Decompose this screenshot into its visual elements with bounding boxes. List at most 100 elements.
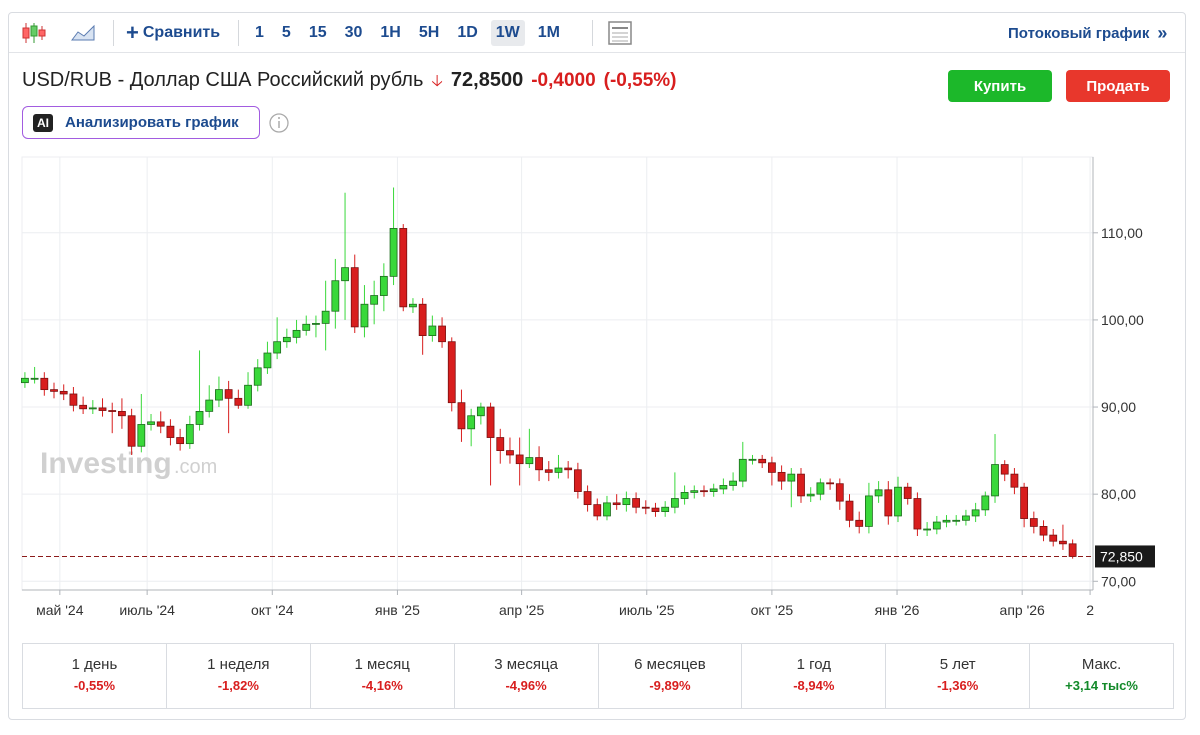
candle-body <box>321 310 330 324</box>
candle-body <box>603 502 611 517</box>
candle-body <box>215 389 223 401</box>
timeframe[interactable]: 5 <box>281 24 291 41</box>
candle-body <box>884 489 893 517</box>
candle-body <box>312 323 320 325</box>
table-icon[interactable] <box>607 20 633 46</box>
x-tick-label: 2 <box>1086 602 1094 618</box>
info-icon[interactable] <box>268 112 290 134</box>
performance-cell: 1 год -8,94% <box>742 644 887 708</box>
timeframe[interactable]: 1 <box>255 24 264 41</box>
period: Макс. <box>1081 656 1122 673</box>
timeframes: 1 5 15 30 1H 5H 1D 1W 1M <box>250 14 573 52</box>
candle-body <box>903 486 912 499</box>
candle-body <box>971 509 980 517</box>
candle-body <box>932 521 941 530</box>
candle-body <box>176 437 185 445</box>
candle-body <box>767 462 776 473</box>
ai-badge: AI <box>33 113 53 132</box>
candle-body <box>1000 464 1009 475</box>
candle-body <box>1029 518 1038 527</box>
toolbar-border <box>9 52 1185 53</box>
candle-body <box>535 457 543 471</box>
period-change: -1,82% <box>217 678 259 693</box>
candle-body <box>729 480 737 486</box>
candle-body <box>389 228 398 277</box>
candle-body <box>564 467 573 471</box>
candles-icon[interactable] <box>20 20 46 46</box>
x-tick-label: апр '25 <box>499 602 545 618</box>
candle-body <box>777 471 786 482</box>
period: 6 месяцев <box>634 656 706 673</box>
period-change: -9,89% <box>649 678 691 693</box>
candle-body <box>156 421 165 427</box>
timeframe[interactable]: 5H <box>418 24 440 41</box>
candle-body <box>195 410 204 425</box>
timeframe[interactable]: 30 <box>344 24 363 41</box>
compare-button[interactable]: + Сравнить <box>126 14 220 52</box>
candle-body <box>331 280 340 312</box>
candle-body <box>874 489 883 497</box>
candle-body <box>962 515 970 521</box>
candle-body <box>515 454 524 465</box>
period: 1 день <box>71 656 118 673</box>
plus-icon: + <box>126 20 139 45</box>
timeframe[interactable]: 1W <box>490 20 525 46</box>
candle-body <box>438 325 446 343</box>
candle-body <box>622 498 631 506</box>
candle-body <box>370 295 379 305</box>
performance-cell: Макс. +3,14 тыс% <box>1030 644 1173 708</box>
timeframe[interactable]: 1D <box>457 24 478 41</box>
candle-body <box>690 490 699 493</box>
ai-label: Анализировать график <box>65 114 239 131</box>
candle-body <box>719 485 728 490</box>
candle-body <box>748 458 757 461</box>
stream-arrow: » <box>1157 22 1168 43</box>
y-tick-label: 90,00 <box>1101 399 1136 415</box>
candle-body <box>418 303 427 337</box>
period: 1 неделя <box>207 656 270 673</box>
candle-body <box>1049 534 1058 542</box>
candle-body <box>670 498 679 508</box>
candle-body <box>234 397 243 406</box>
candle-body <box>1059 540 1067 545</box>
area-icon[interactable] <box>70 22 96 44</box>
candle-body <box>273 341 282 354</box>
candle-body <box>816 482 825 495</box>
candle-body <box>263 352 272 369</box>
x-tick-label: янв '26 <box>875 602 920 618</box>
divider <box>113 20 114 46</box>
candle-body <box>1020 486 1029 519</box>
y-tick-label: 110,00 <box>1101 225 1143 241</box>
candle-body <box>350 267 359 328</box>
compare-label: Сравнить <box>142 24 221 41</box>
sell-button[interactable]: Продать <box>1066 70 1170 102</box>
candle-body <box>651 507 660 512</box>
performance-cell: 1 месяц -4,16% <box>311 644 455 708</box>
watermark-domain: .com <box>174 456 217 478</box>
stream-link[interactable]: Потоковый график » <box>1008 14 1167 52</box>
performance-table: 1 день -0,55% 1 неделя -1,82% 1 месяц -4,16% 3… <box>22 643 1174 709</box>
x-tick-label: окт '25 <box>751 602 794 618</box>
candle-body <box>1039 526 1048 536</box>
candle-body <box>923 528 932 531</box>
candle-body <box>409 303 417 308</box>
timeframe[interactable]: 1H <box>380 24 401 41</box>
candle-body <box>360 303 369 328</box>
timeframe[interactable]: 15 <box>308 24 327 41</box>
widget-frame <box>8 12 1186 720</box>
performance-cell: 6 месяцев -9,89% <box>599 644 743 708</box>
period-change: -8,94% <box>793 678 835 693</box>
x-tick-label: окт '24 <box>251 602 294 618</box>
last-price-label: 72,850 <box>1100 548 1143 564</box>
ai-button[interactable]: AI Анализировать график <box>22 106 260 139</box>
last-price-box <box>1095 545 1155 568</box>
buy-button[interactable]: Купить <box>948 70 1052 102</box>
candle-body <box>661 506 670 512</box>
candle-body <box>641 506 650 509</box>
candle-body <box>224 389 233 399</box>
performance-cell: 1 неделя -1,82% <box>167 644 311 708</box>
timeframe[interactable]: 1M <box>537 24 560 41</box>
candle-body <box>573 469 582 492</box>
candle-body <box>118 410 126 417</box>
